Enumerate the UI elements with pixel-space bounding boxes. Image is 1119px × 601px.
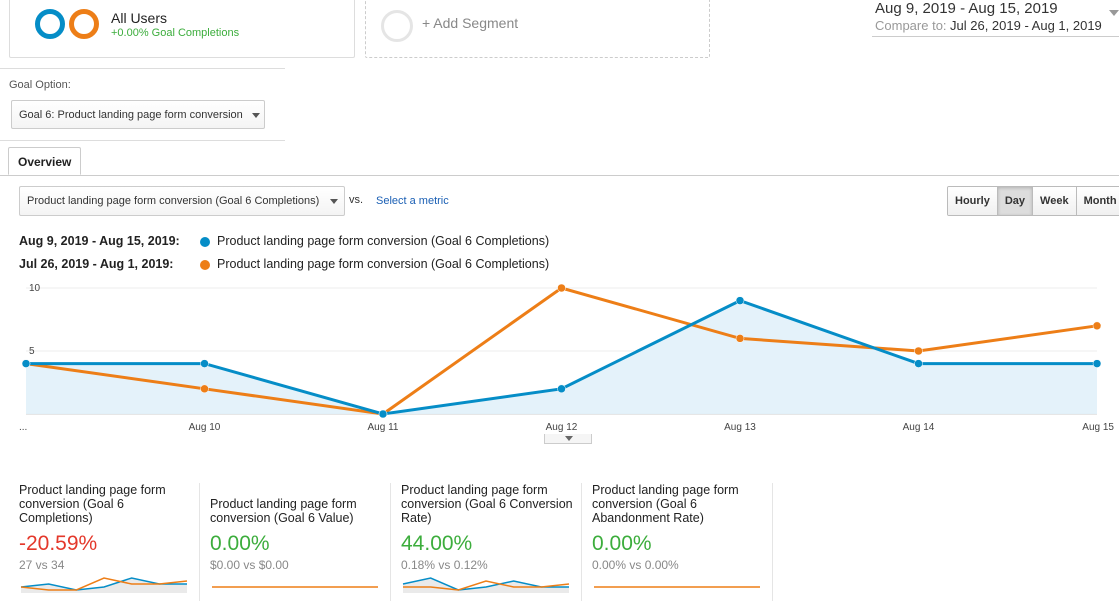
scorecard-sparkline xyxy=(402,577,570,593)
collapse-chevron-down-icon xyxy=(565,436,573,441)
date-compare-label: Compare to: xyxy=(875,18,947,33)
scorecard-title: Product landing page form conversion (Go… xyxy=(19,483,166,525)
sparkline-line xyxy=(403,580,570,591)
date-dropdown-chevron-icon xyxy=(1109,10,1119,16)
data-point[interactable] xyxy=(200,384,209,394)
legend-series-label: Product landing page form conversion (Go… xyxy=(217,257,550,271)
vs-label: vs. xyxy=(349,194,364,206)
divider xyxy=(0,68,285,69)
date-range-main: Aug 9, 2019 - Aug 15, 2019 xyxy=(875,0,1058,17)
select-metric-link[interactable]: Select a metric xyxy=(376,195,449,207)
scorecard-title: Product landing page form conversion (Go… xyxy=(401,483,573,525)
segment-name: All Users xyxy=(111,10,168,26)
data-point[interactable] xyxy=(200,359,209,368)
y-tick-label: 5 xyxy=(29,346,35,357)
sparkline-area xyxy=(21,578,187,593)
x-tick-label: Aug 14 xyxy=(903,422,935,433)
series-area xyxy=(26,300,1097,414)
scorecard-sparkline xyxy=(20,577,188,593)
legend-blue-dot-icon xyxy=(200,237,210,247)
add-segment-button[interactable]: + Add Segment xyxy=(365,0,710,58)
scorecard-conversion-rate[interactable]: Product landing page form conversion (Go… xyxy=(401,483,582,601)
date-range-picker[interactable]: Aug 9, 2019 - Aug 15, 2019 Compare to: J… xyxy=(872,0,1119,37)
data-point[interactable] xyxy=(378,409,388,419)
x-tick-label: ... xyxy=(19,422,27,433)
scorecard-value: 0.00% xyxy=(210,532,270,555)
scorecard-comparison: 0.00% vs 0.00% xyxy=(592,558,679,572)
data-point[interactable] xyxy=(735,296,745,305)
date-compare-value: Jul 26, 2019 - Aug 1, 2019 xyxy=(950,18,1102,33)
granularity-day-button[interactable]: Day xyxy=(997,187,1034,215)
tab-overview[interactable]: Overview xyxy=(8,147,81,175)
granularity-week-button[interactable]: Week xyxy=(1033,187,1077,215)
tab-overview-label: Overview xyxy=(18,155,72,169)
scorecard-value: 0.00% xyxy=(592,532,652,555)
granularity-month-button[interactable]: Month xyxy=(1076,187,1119,215)
granularity-hourly-button[interactable]: Hourly xyxy=(948,187,998,215)
data-point[interactable] xyxy=(21,359,31,368)
x-tick-label: Aug 11 xyxy=(368,422,399,433)
add-segment-circle-icon xyxy=(381,10,413,42)
scorecard-comparison: 27 vs 34 xyxy=(19,558,65,572)
metric-select-chevron-down-icon xyxy=(330,199,338,204)
x-tick-label: Aug 10 xyxy=(189,422,221,433)
data-point[interactable] xyxy=(557,283,566,293)
segment-card-all-users[interactable]: All Users +0.00% Goal Completions xyxy=(9,0,355,58)
x-tick-label: Aug 12 xyxy=(546,422,578,433)
goal-option-label: Goal Option: xyxy=(9,79,71,91)
data-point[interactable] xyxy=(735,334,745,343)
scorecard-comparison: 0.18% vs 0.12% xyxy=(401,558,488,572)
data-point[interactable] xyxy=(1092,359,1102,368)
add-segment-label: + Add Segment xyxy=(422,15,519,31)
data-point[interactable] xyxy=(1092,321,1102,331)
x-tick-label: Aug 13 xyxy=(724,422,756,433)
data-point[interactable] xyxy=(914,346,923,356)
scorecard-comparison: $0.00 vs $0.00 xyxy=(210,558,289,572)
segment-blue-circle-icon xyxy=(35,9,65,39)
segment-subtitle: +0.00% Goal Completions xyxy=(111,27,240,39)
scorecard-value: 44.00% xyxy=(401,532,473,555)
legend-series-label: Product landing page form conversion (Go… xyxy=(217,234,550,248)
scorecard-abandonment-rate[interactable]: Product landing page form conversion (Go… xyxy=(592,483,773,601)
line-chart[interactable]: ... Aug 10 Aug 11 Aug 12 Aug 13 Aug 14 Aug 15 … xyxy=(0,275,1119,435)
legend-orange-dot-icon xyxy=(200,260,210,270)
legend-row-compare: Jul 26, 2019 - Aug 1, 2019: xyxy=(19,257,173,271)
data-point[interactable] xyxy=(557,384,566,394)
chart-collapse-handle[interactable] xyxy=(544,434,592,444)
data-point[interactable] xyxy=(914,359,923,368)
scorecard-goal-completions[interactable]: Product landing page form conversion (Go… xyxy=(19,483,200,601)
goal-option-value: Goal 6: Product landing page form conver… xyxy=(19,109,243,121)
segment-orange-circle-icon xyxy=(69,9,99,39)
sparkline-line xyxy=(20,577,188,591)
x-tick-label: Aug 15 xyxy=(1082,422,1114,433)
legend-date: Jul 26, 2019 - Aug 1, 2019: xyxy=(19,257,174,271)
goal-select-chevron-down-icon xyxy=(252,113,260,118)
tab-divider xyxy=(0,175,1119,176)
divider xyxy=(0,140,285,141)
legend-row-current: Aug 9, 2019 - Aug 15, 2019: xyxy=(19,234,180,248)
scorecard-value: -20.59% xyxy=(19,532,98,555)
primary-metric-value: Product landing page form conversion (Go… xyxy=(27,195,320,207)
scorecard-sparkline xyxy=(594,586,760,588)
scorecard-title: Product landing page form conversion (Go… xyxy=(210,497,357,525)
granularity-toggle: Hourly Day Week Month xyxy=(947,186,1119,216)
scorecard-goal-value[interactable]: Product landing page form conversion (Go… xyxy=(210,483,391,601)
goal-option-select[interactable]: Goal 6: Product landing page form conver… xyxy=(11,100,265,129)
scorecard-title: Product landing page form conversion (Go… xyxy=(592,483,739,525)
y-tick-label: 10 xyxy=(29,283,41,294)
scorecard-sparkline xyxy=(212,586,378,588)
legend-date: Aug 9, 2019 - Aug 15, 2019: xyxy=(19,234,180,248)
primary-metric-select[interactable]: Product landing page form conversion (Go… xyxy=(19,186,345,216)
